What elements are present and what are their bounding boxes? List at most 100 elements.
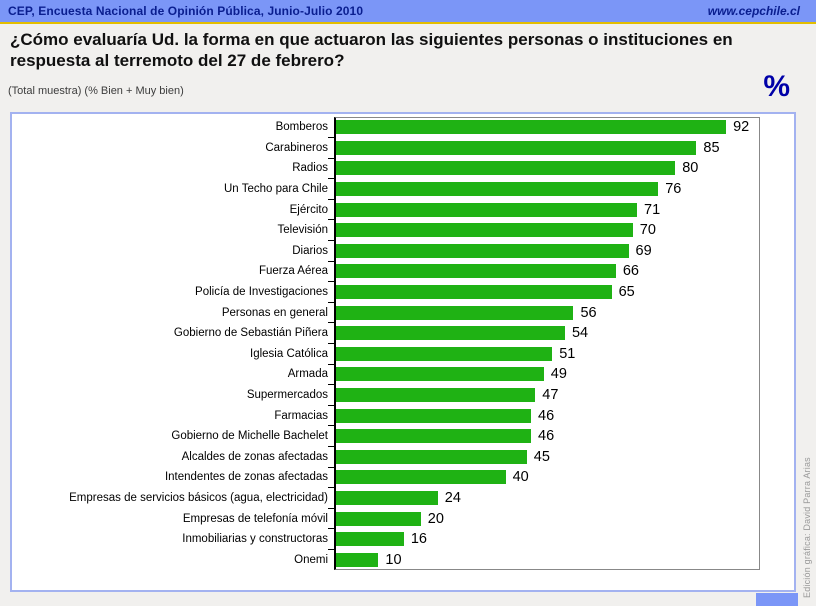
category-label: Intendentes de zonas afectadas (164, 471, 328, 484)
category-label: Diarios (292, 244, 328, 257)
bar-row: Alcaldes de zonas afectadas 45 (12, 447, 794, 468)
bar-row: Carabineros 85 (12, 138, 794, 159)
bar-row: Policía de Investigaciones 65 (12, 282, 794, 303)
category-label: Bomberos (275, 121, 328, 134)
category-label: Policía de Investigaciones (195, 286, 328, 299)
header-website-url: www.cepchile.cl (707, 4, 800, 18)
bar-row: Empresas de servicios básicos (agua, ele… (12, 488, 794, 509)
bar-cell: 80 (328, 158, 760, 179)
bar-cell: 85 (328, 138, 760, 159)
bar-cell: 47 (328, 385, 760, 406)
bar-row: Gobierno de Michelle Bachelet 46 (12, 426, 794, 447)
bar-cell: 71 (328, 199, 760, 221)
category-label: Fuerza Aérea (258, 265, 328, 278)
bar (336, 305, 574, 320)
bar-cell: 40 (328, 467, 760, 488)
bar-cell: 70 (328, 220, 760, 241)
category-label: Carabineros (265, 141, 328, 154)
value-label: 71 (644, 201, 661, 218)
bar-cell: 24 (328, 488, 760, 509)
value-label: 10 (385, 551, 402, 568)
category-label: Ejército (289, 203, 328, 216)
category-label: Supermercados (246, 389, 328, 402)
value-label: 24 (444, 489, 461, 506)
bar-row: Gobierno de Sebastián Piñera 54 (12, 323, 794, 344)
bar (336, 182, 659, 197)
category-label: Gobierno de Sebastián Piñera (173, 327, 328, 340)
value-label: 40 (512, 469, 529, 486)
bar-row: Supermercados 47 (12, 385, 794, 406)
bar-cell: 56 (328, 302, 760, 324)
credit-text: Edición gráfica: David Parra Arias (802, 457, 812, 598)
bar-row: Radios 80 (12, 158, 794, 179)
bar (336, 490, 438, 505)
bar (336, 264, 616, 279)
value-label: 69 (635, 242, 652, 259)
bar (336, 449, 527, 464)
bar-row: Empresas de telefonía móvil 20 (12, 508, 794, 529)
value-label: 85 (703, 139, 720, 156)
value-label: 51 (559, 345, 576, 362)
bar-row: Intendentes de zonas afectadas 40 (12, 467, 794, 488)
category-label: Personas en general (221, 306, 328, 319)
bar (336, 552, 379, 567)
bar (336, 326, 565, 341)
category-label: Radios (292, 162, 328, 175)
bar-cell: 49 (328, 364, 760, 385)
value-label: 66 (622, 263, 639, 280)
bar-row: Ejército 71 (12, 199, 794, 221)
bar-row: Personas en general 56 (12, 302, 794, 324)
value-label: 46 (538, 407, 555, 424)
bar-chart: Bomberos 92 Carabineros 85 Radios 80 Un Techo … (12, 117, 794, 570)
bar-cell: 69 (328, 241, 760, 262)
bar-cell: 76 (328, 179, 760, 200)
value-label: 92 (733, 119, 750, 136)
bar (336, 243, 629, 258)
bar (336, 346, 553, 361)
bar-cell: 46 (328, 405, 760, 426)
bar (336, 532, 404, 547)
bar (336, 285, 612, 300)
bar-row: Diarios 69 (12, 241, 794, 262)
category-label: Inmobiliarias y constructoras (182, 533, 328, 546)
bar (336, 367, 544, 382)
header-bar: CEP, Encuesta Nacional de Opinión Públic… (0, 0, 816, 24)
value-label: 56 (580, 304, 597, 321)
bar (336, 429, 532, 444)
bar-cell: 54 (328, 323, 760, 344)
category-label: Televisión (277, 224, 329, 237)
percent-unit-symbol: % (763, 70, 790, 103)
bar-row: Inmobiliarias y constructoras 16 (12, 529, 794, 550)
bar (336, 408, 532, 423)
category-label: Un Techo para Chile (224, 183, 328, 196)
bar-cell: 51 (328, 344, 760, 365)
category-label: Onemi (294, 553, 328, 566)
value-label: 54 (571, 325, 589, 342)
value-label: 49 (550, 366, 567, 383)
bar-row: Un Techo para Chile 76 (12, 179, 794, 200)
category-label: Gobierno de Michelle Bachelet (171, 430, 328, 443)
bar (336, 120, 727, 135)
header-source-label: CEP, Encuesta Nacional de Opinión Públic… (8, 4, 364, 18)
bar-cell: 45 (328, 447, 760, 468)
bar-row: Farmacias 46 (12, 405, 794, 426)
value-label: 46 (538, 428, 555, 445)
category-label: Empresas de servicios básicos (agua, ele… (69, 491, 328, 504)
category-label: Alcaldes de zonas afectadas (181, 450, 328, 463)
value-label: 70 (639, 222, 656, 239)
footer-blue-block (756, 593, 798, 606)
bar (336, 161, 676, 176)
value-label: 47 (542, 387, 559, 404)
bar-cell: 20 (328, 508, 760, 529)
value-label: 65 (618, 284, 635, 301)
value-label: 45 (533, 448, 550, 465)
bar-row: Armada 49 (12, 364, 794, 385)
category-label: Armada (287, 368, 328, 381)
value-label: 80 (682, 160, 699, 177)
chart-title: ¿Cómo evaluaría Ud. la forma en que actu… (10, 30, 733, 70)
bar-row: Televisión 70 (12, 220, 794, 241)
chart-subtitle: (Total muestra) (% Bien + Muy bien) (8, 85, 184, 97)
bar (336, 202, 638, 217)
bar-row: Iglesia Católica 51 (12, 344, 794, 365)
